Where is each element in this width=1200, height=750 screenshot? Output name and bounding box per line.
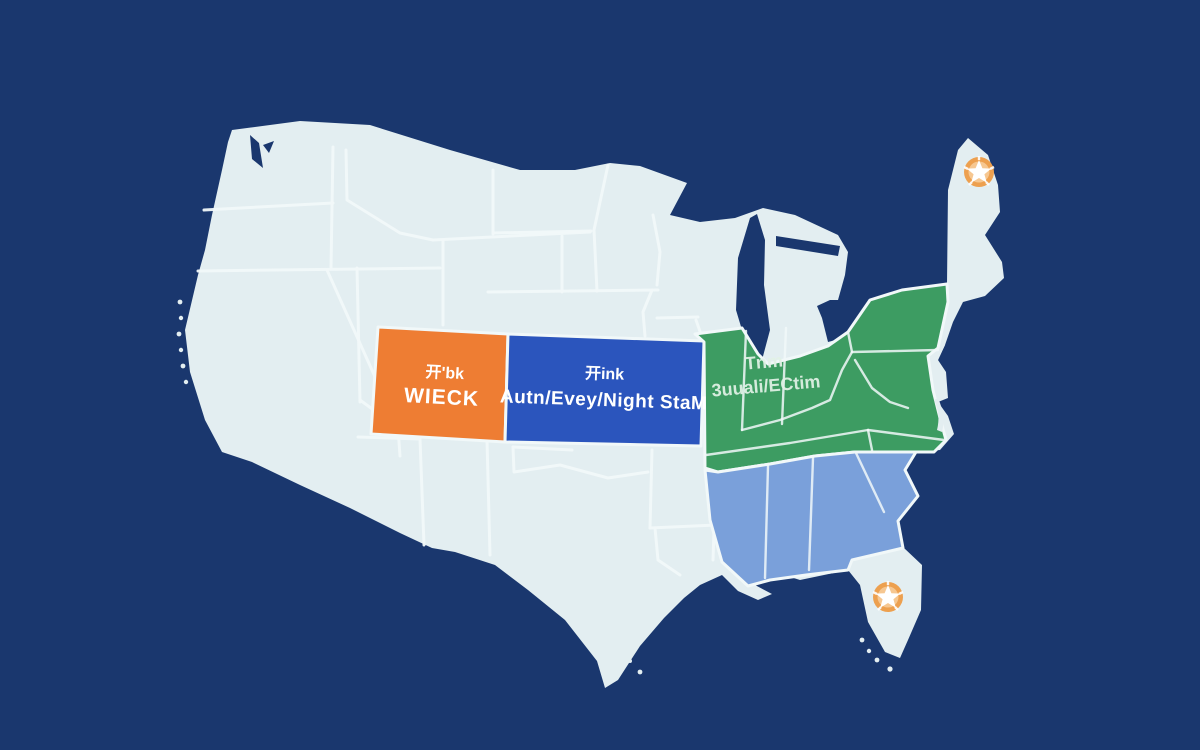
region-blue-label-line1: 开ink bbox=[585, 364, 625, 383]
region-blue[interactable] bbox=[503, 332, 706, 448]
region-green-label-line1: Tnm bbox=[744, 350, 784, 373]
state-borders-green-region bbox=[704, 326, 946, 457]
state-borders-southeast-region bbox=[763, 451, 886, 580]
florida-starburst-badge-icon[interactable] bbox=[872, 581, 904, 612]
lake-michigan bbox=[736, 214, 770, 360]
island-dots bbox=[176, 259, 1002, 675]
puget-sound-inlet bbox=[250, 135, 274, 168]
region-orange-label-line1: 开'bk bbox=[425, 363, 464, 383]
region-orange-label-line2: WIECK bbox=[403, 384, 479, 411]
maine-starburst-badge-icon[interactable] bbox=[963, 156, 995, 187]
region-orange-label: 开'bk WIECK bbox=[403, 363, 479, 411]
straits-of-mackinac bbox=[776, 236, 840, 256]
region-orange[interactable] bbox=[369, 325, 510, 444]
